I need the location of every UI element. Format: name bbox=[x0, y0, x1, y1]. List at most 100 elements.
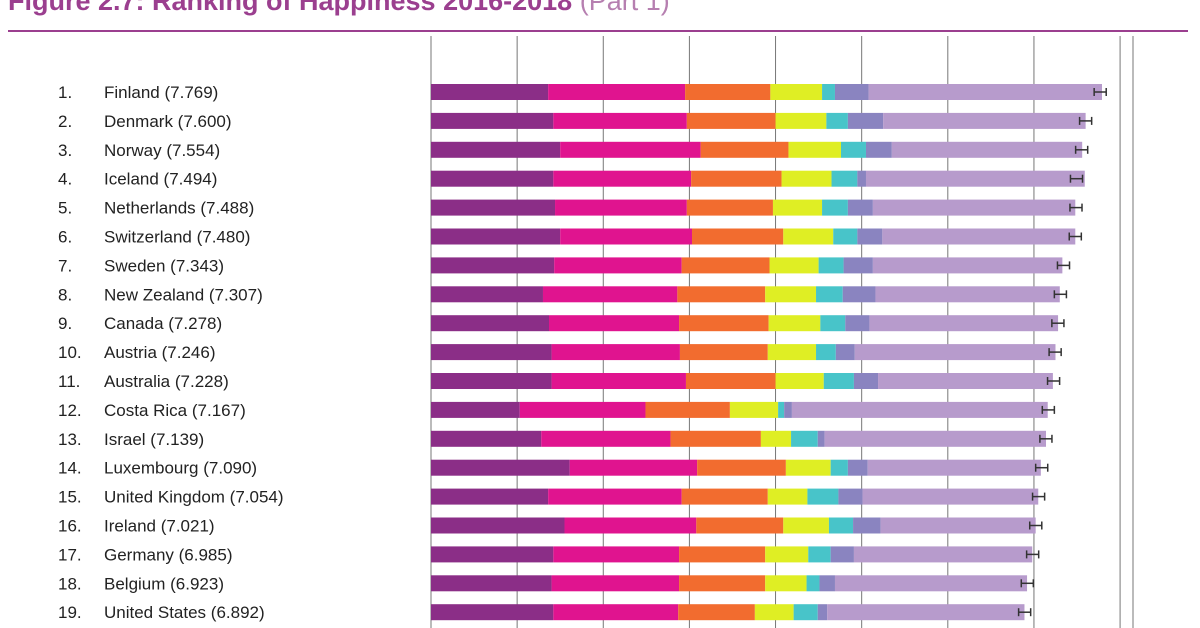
bar-segment bbox=[553, 112, 687, 129]
country-label: Denmark (7.600) bbox=[104, 112, 232, 131]
bar-segment bbox=[834, 575, 1028, 592]
rank-label: 12. bbox=[58, 401, 82, 420]
bar-segment bbox=[431, 84, 549, 100]
bar-segment bbox=[767, 488, 808, 505]
bar-segment bbox=[882, 228, 1076, 245]
bar-segment bbox=[760, 430, 792, 447]
bar-segment bbox=[785, 459, 831, 476]
rank-label: 13. bbox=[58, 430, 82, 449]
bar-segment bbox=[431, 430, 542, 447]
bar-segment bbox=[830, 546, 854, 563]
bar-segment bbox=[783, 517, 829, 534]
bar-segment bbox=[865, 141, 892, 158]
bar-segment bbox=[555, 199, 687, 216]
bar-segment bbox=[831, 170, 858, 187]
bar-segment bbox=[691, 170, 782, 187]
bar-segment bbox=[564, 517, 697, 534]
bar-segment bbox=[677, 286, 766, 303]
bar-segment bbox=[431, 257, 555, 274]
bar-segment bbox=[685, 373, 776, 389]
bar-segment bbox=[827, 604, 1025, 621]
country-label: Belgium (6.923) bbox=[104, 574, 224, 593]
chart-title: Figure 2.7: Ranking of Happiness 2016-20… bbox=[8, 0, 1188, 16]
rank-label: 18. bbox=[58, 574, 82, 593]
bar-segment bbox=[847, 112, 884, 129]
bar-segment bbox=[765, 575, 807, 592]
bar-segment bbox=[700, 141, 789, 158]
bar-segment bbox=[830, 459, 848, 476]
bar-segment bbox=[431, 199, 556, 216]
bar-segment bbox=[697, 459, 786, 476]
bar-segment bbox=[551, 575, 680, 592]
bar-segment bbox=[869, 315, 1059, 332]
rank-label: 15. bbox=[58, 488, 82, 507]
country-label: Netherlands (7.488) bbox=[104, 199, 254, 218]
country-label: United Kingdom (7.054) bbox=[104, 488, 284, 507]
bar-segment bbox=[807, 488, 839, 505]
bar-segment bbox=[891, 141, 1083, 158]
bar-segment bbox=[857, 170, 866, 187]
bar-segment bbox=[791, 401, 1048, 418]
chart-title-part: (Part 1) bbox=[579, 0, 670, 16]
bar-segment bbox=[783, 228, 834, 245]
rank-label: 11. bbox=[58, 372, 80, 391]
bar-segment bbox=[883, 112, 1086, 129]
bar-segment bbox=[560, 228, 692, 245]
bar-segment bbox=[806, 575, 820, 592]
bar-segment bbox=[686, 112, 776, 129]
bar-segment bbox=[679, 575, 766, 592]
bar-segment bbox=[553, 546, 680, 563]
bar-segment bbox=[431, 228, 561, 245]
bar-segment bbox=[678, 604, 755, 621]
bar-segment bbox=[431, 141, 561, 158]
bar-segment bbox=[696, 517, 784, 534]
bar-segment bbox=[816, 286, 843, 303]
bar-segment bbox=[431, 373, 552, 389]
bar-segment bbox=[548, 84, 686, 100]
bar-segment bbox=[824, 430, 1047, 447]
rank-label: 6. bbox=[58, 228, 72, 247]
bar-segment bbox=[431, 112, 554, 129]
bar-segment bbox=[431, 604, 554, 621]
bar-segment bbox=[551, 373, 686, 389]
country-label: Australia (7.228) bbox=[104, 372, 229, 391]
bar-segment bbox=[880, 517, 1036, 534]
bar-segment bbox=[681, 488, 768, 505]
bar-segment bbox=[765, 286, 817, 303]
bar-segment bbox=[691, 228, 784, 245]
country-label: Switzerland (7.480) bbox=[104, 228, 250, 247]
bar-segment bbox=[431, 459, 570, 476]
bar-segment bbox=[765, 546, 809, 563]
chart-title-main: Figure 2.7: Ranking of Happiness 2016-20… bbox=[8, 0, 573, 16]
rank-label: 7. bbox=[58, 256, 72, 275]
bar-segment bbox=[679, 546, 766, 563]
bar-segment bbox=[767, 344, 817, 361]
bar-segment bbox=[431, 517, 565, 534]
bar-segment bbox=[431, 546, 554, 563]
bar-segment bbox=[833, 228, 858, 245]
bar-segment bbox=[791, 430, 818, 447]
bar-segment bbox=[431, 315, 550, 332]
country-label: Finland (7.769) bbox=[104, 83, 218, 102]
bar-segment bbox=[431, 575, 552, 592]
bar-segment bbox=[729, 401, 779, 418]
bar-segment bbox=[818, 257, 844, 274]
label-group: 1. Finland (7.769) 2. Denmark (7.600) 3. Norw… bbox=[58, 83, 284, 622]
bar-segment bbox=[868, 84, 1102, 100]
bar-segment bbox=[553, 604, 679, 621]
bar-segment bbox=[841, 141, 866, 158]
bar-segment bbox=[769, 257, 819, 274]
country-label: Ireland (7.021) bbox=[104, 517, 215, 536]
bar-segment bbox=[820, 315, 846, 332]
bar-segment bbox=[551, 344, 680, 361]
country-label: Norway (7.554) bbox=[104, 141, 220, 160]
bar-segment bbox=[817, 430, 825, 447]
bar-segment bbox=[679, 315, 769, 332]
country-label: Israel (7.139) bbox=[104, 430, 204, 449]
bar-segment bbox=[788, 141, 842, 158]
bar-segment bbox=[549, 315, 680, 332]
rank-label: 14. bbox=[58, 459, 82, 478]
bar-segment bbox=[808, 546, 831, 563]
bar-segment bbox=[816, 344, 836, 361]
rank-label: 16. bbox=[58, 517, 82, 536]
